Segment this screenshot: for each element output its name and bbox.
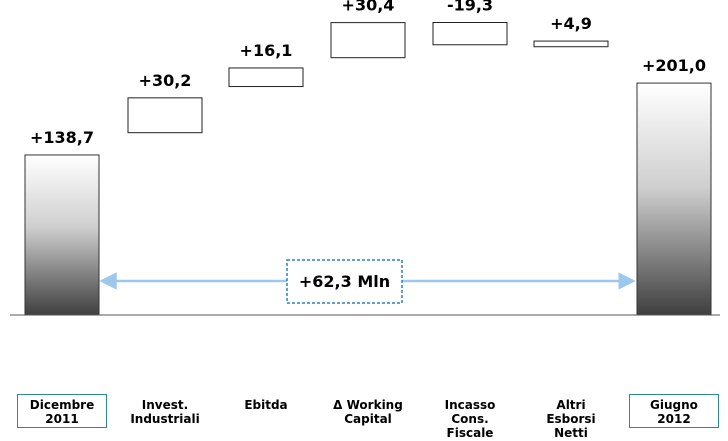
category-label-2: Ebitda bbox=[244, 398, 288, 412]
difference-annotation: +62,3 Mln bbox=[99, 259, 636, 304]
value-label-4: -19,3 bbox=[447, 0, 493, 15]
bar-3 bbox=[330, 22, 406, 59]
bar-1 bbox=[127, 97, 203, 134]
category-label-1: Invest. Industriali bbox=[130, 398, 200, 426]
bar-0 bbox=[24, 154, 100, 316]
value-label-0: +138,7 bbox=[30, 128, 94, 147]
category-label-4: Incasso Cons. Fiscale bbox=[444, 398, 496, 440]
category-label-0: Dicembre 2011 bbox=[17, 394, 107, 428]
bar-5 bbox=[533, 40, 609, 48]
value-label-1: +30,2 bbox=[139, 71, 192, 90]
category-label-6: Giugno 2012 bbox=[629, 394, 719, 428]
difference-box bbox=[286, 259, 403, 304]
bar-4 bbox=[432, 22, 508, 46]
difference-label: +62,3 Mln bbox=[299, 272, 390, 291]
category-label-5: Altri Esborsi Netti bbox=[546, 398, 596, 440]
bar-6 bbox=[636, 82, 712, 316]
value-label-3: +30,4 bbox=[342, 0, 395, 15]
value-label-2: +16,1 bbox=[240, 41, 293, 60]
category-label-3: Δ Working Capital bbox=[333, 398, 403, 426]
bar-2 bbox=[228, 67, 304, 88]
value-label-5: +4,9 bbox=[550, 14, 592, 33]
value-label-6: +201,0 bbox=[642, 56, 706, 75]
